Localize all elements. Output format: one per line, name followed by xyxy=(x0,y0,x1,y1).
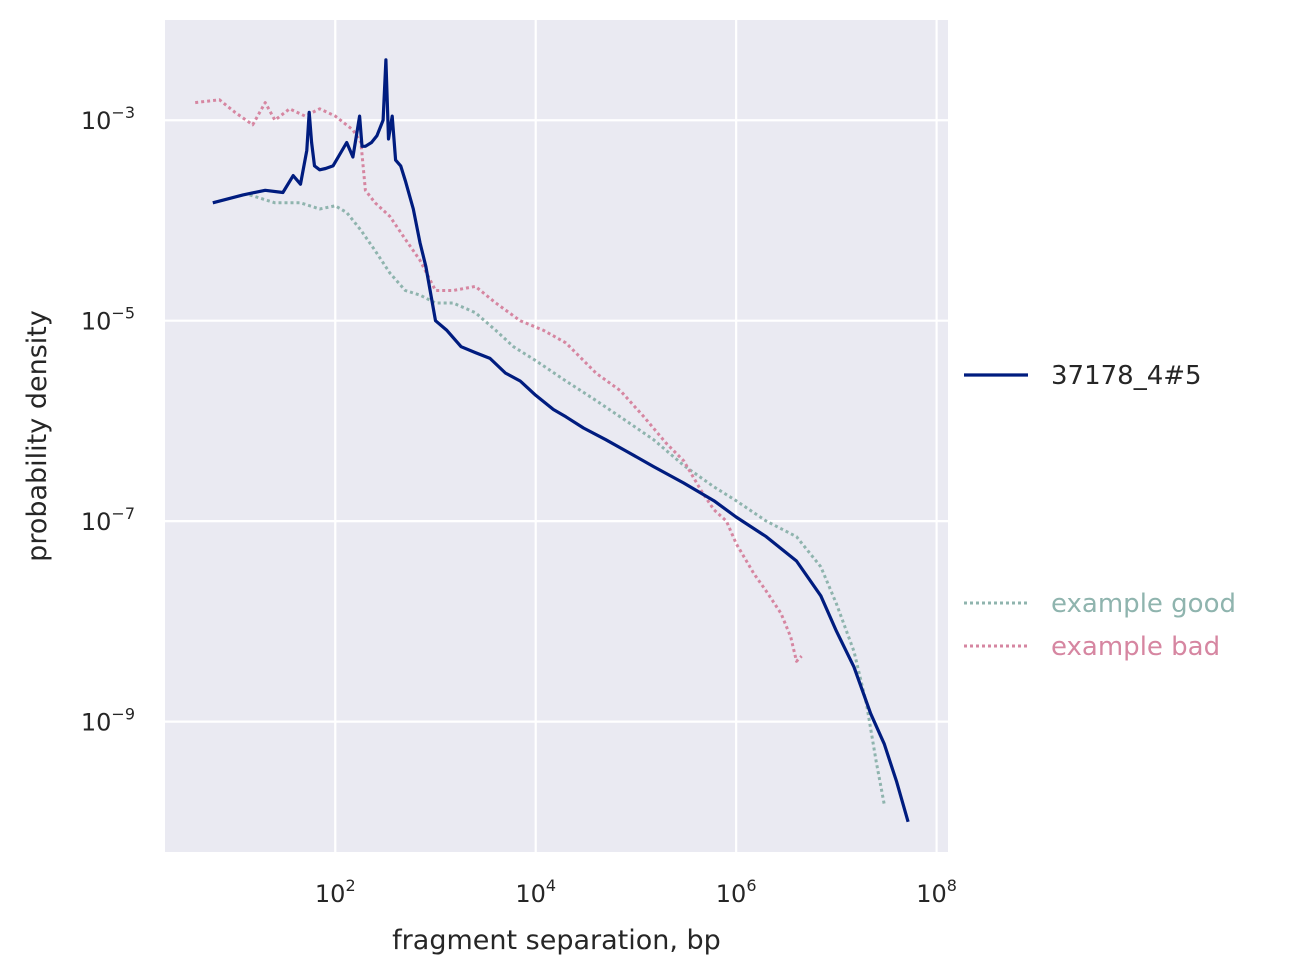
grid-lines xyxy=(165,20,948,852)
x-tick-label: 102 xyxy=(315,876,356,908)
y-axis-ticks: 10−3 10−5 10−7 10−9 xyxy=(81,103,135,736)
legend-label: example good xyxy=(1051,589,1236,619)
legend-label: example bad xyxy=(1051,632,1220,662)
x-tick-label: 104 xyxy=(515,876,556,908)
legend-label: 37178_4#5 xyxy=(1051,361,1202,391)
series-layer xyxy=(195,58,910,823)
x-tick-label: 108 xyxy=(916,876,957,908)
x-tick-label: 106 xyxy=(716,876,757,908)
plot-background xyxy=(165,20,948,852)
y-axis-title: probability density xyxy=(22,310,53,562)
y-tick-label: 10−5 xyxy=(81,304,135,336)
series-line-example-good xyxy=(249,193,886,805)
y-tick-label: 10−3 xyxy=(81,103,135,135)
y-tick-label: 10−7 xyxy=(81,504,135,536)
series-line-37178-4-5 xyxy=(212,58,910,823)
y-tick-label: 10−9 xyxy=(81,705,135,737)
series-line-example-bad xyxy=(195,98,803,663)
x-axis-title: fragment separation, bp xyxy=(392,925,721,956)
x-axis-ticks: 102 104 106 108 xyxy=(315,876,957,908)
